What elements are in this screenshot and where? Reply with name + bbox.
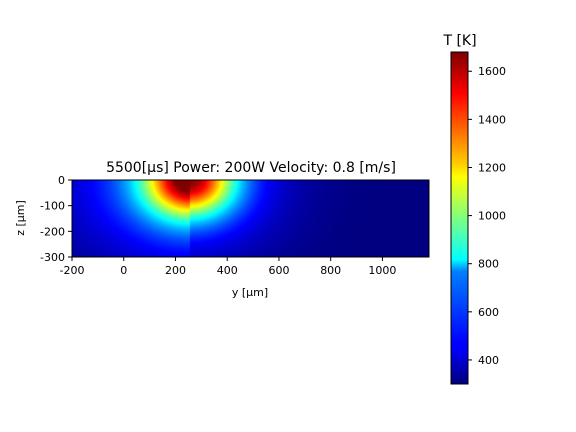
plot-frame <box>71 179 430 258</box>
x-tick-label: 0 <box>120 264 127 277</box>
x-tick-label: 1000 <box>368 264 396 277</box>
y-tick-label: -100 <box>40 200 65 213</box>
x-tick-label: 400 <box>217 264 238 277</box>
x-tick-label: -200 <box>60 264 85 277</box>
colorbar-tick-label: 1200 <box>478 161 506 174</box>
colorbar: T [K] 400 600 800 1000 1200 1400 1600 <box>442 33 506 385</box>
colorbar-tick-label: 1400 <box>478 113 506 126</box>
colorbar-tick-label: 600 <box>478 306 499 319</box>
colorbar-label: T [K] <box>442 33 476 49</box>
x-tick-label: 800 <box>320 264 341 277</box>
chart-title: 5500[μs] Power: 200W Velocity: 0.8 [m/s] <box>106 160 396 176</box>
heatmap-area <box>71 179 430 258</box>
x-tick-label: 200 <box>165 264 186 277</box>
y-axis-label: z [μm] <box>14 200 27 236</box>
colorbar-tick-label: 1600 <box>478 65 506 78</box>
x-tick-label: 600 <box>268 264 289 277</box>
temperature-field <box>72 180 429 257</box>
y-tick-label: -200 <box>40 225 65 238</box>
colorbar-tick-label: 1000 <box>478 210 506 223</box>
colorbar-tick-label: 800 <box>478 258 499 271</box>
y-axis: 0 -100 -200 -300 <box>40 174 72 264</box>
x-axis-label: y [μm] <box>232 286 268 299</box>
y-tick-label: 0 <box>58 174 65 187</box>
x-axis: -200 0 200 400 600 800 1000 <box>60 257 396 277</box>
colorbar-tick-label: 400 <box>478 354 499 367</box>
y-tick-label: -300 <box>40 251 65 264</box>
colorbar-gradient <box>450 51 469 385</box>
colorbar-ticks: 400 600 800 1000 1200 1400 1600 <box>468 65 506 367</box>
